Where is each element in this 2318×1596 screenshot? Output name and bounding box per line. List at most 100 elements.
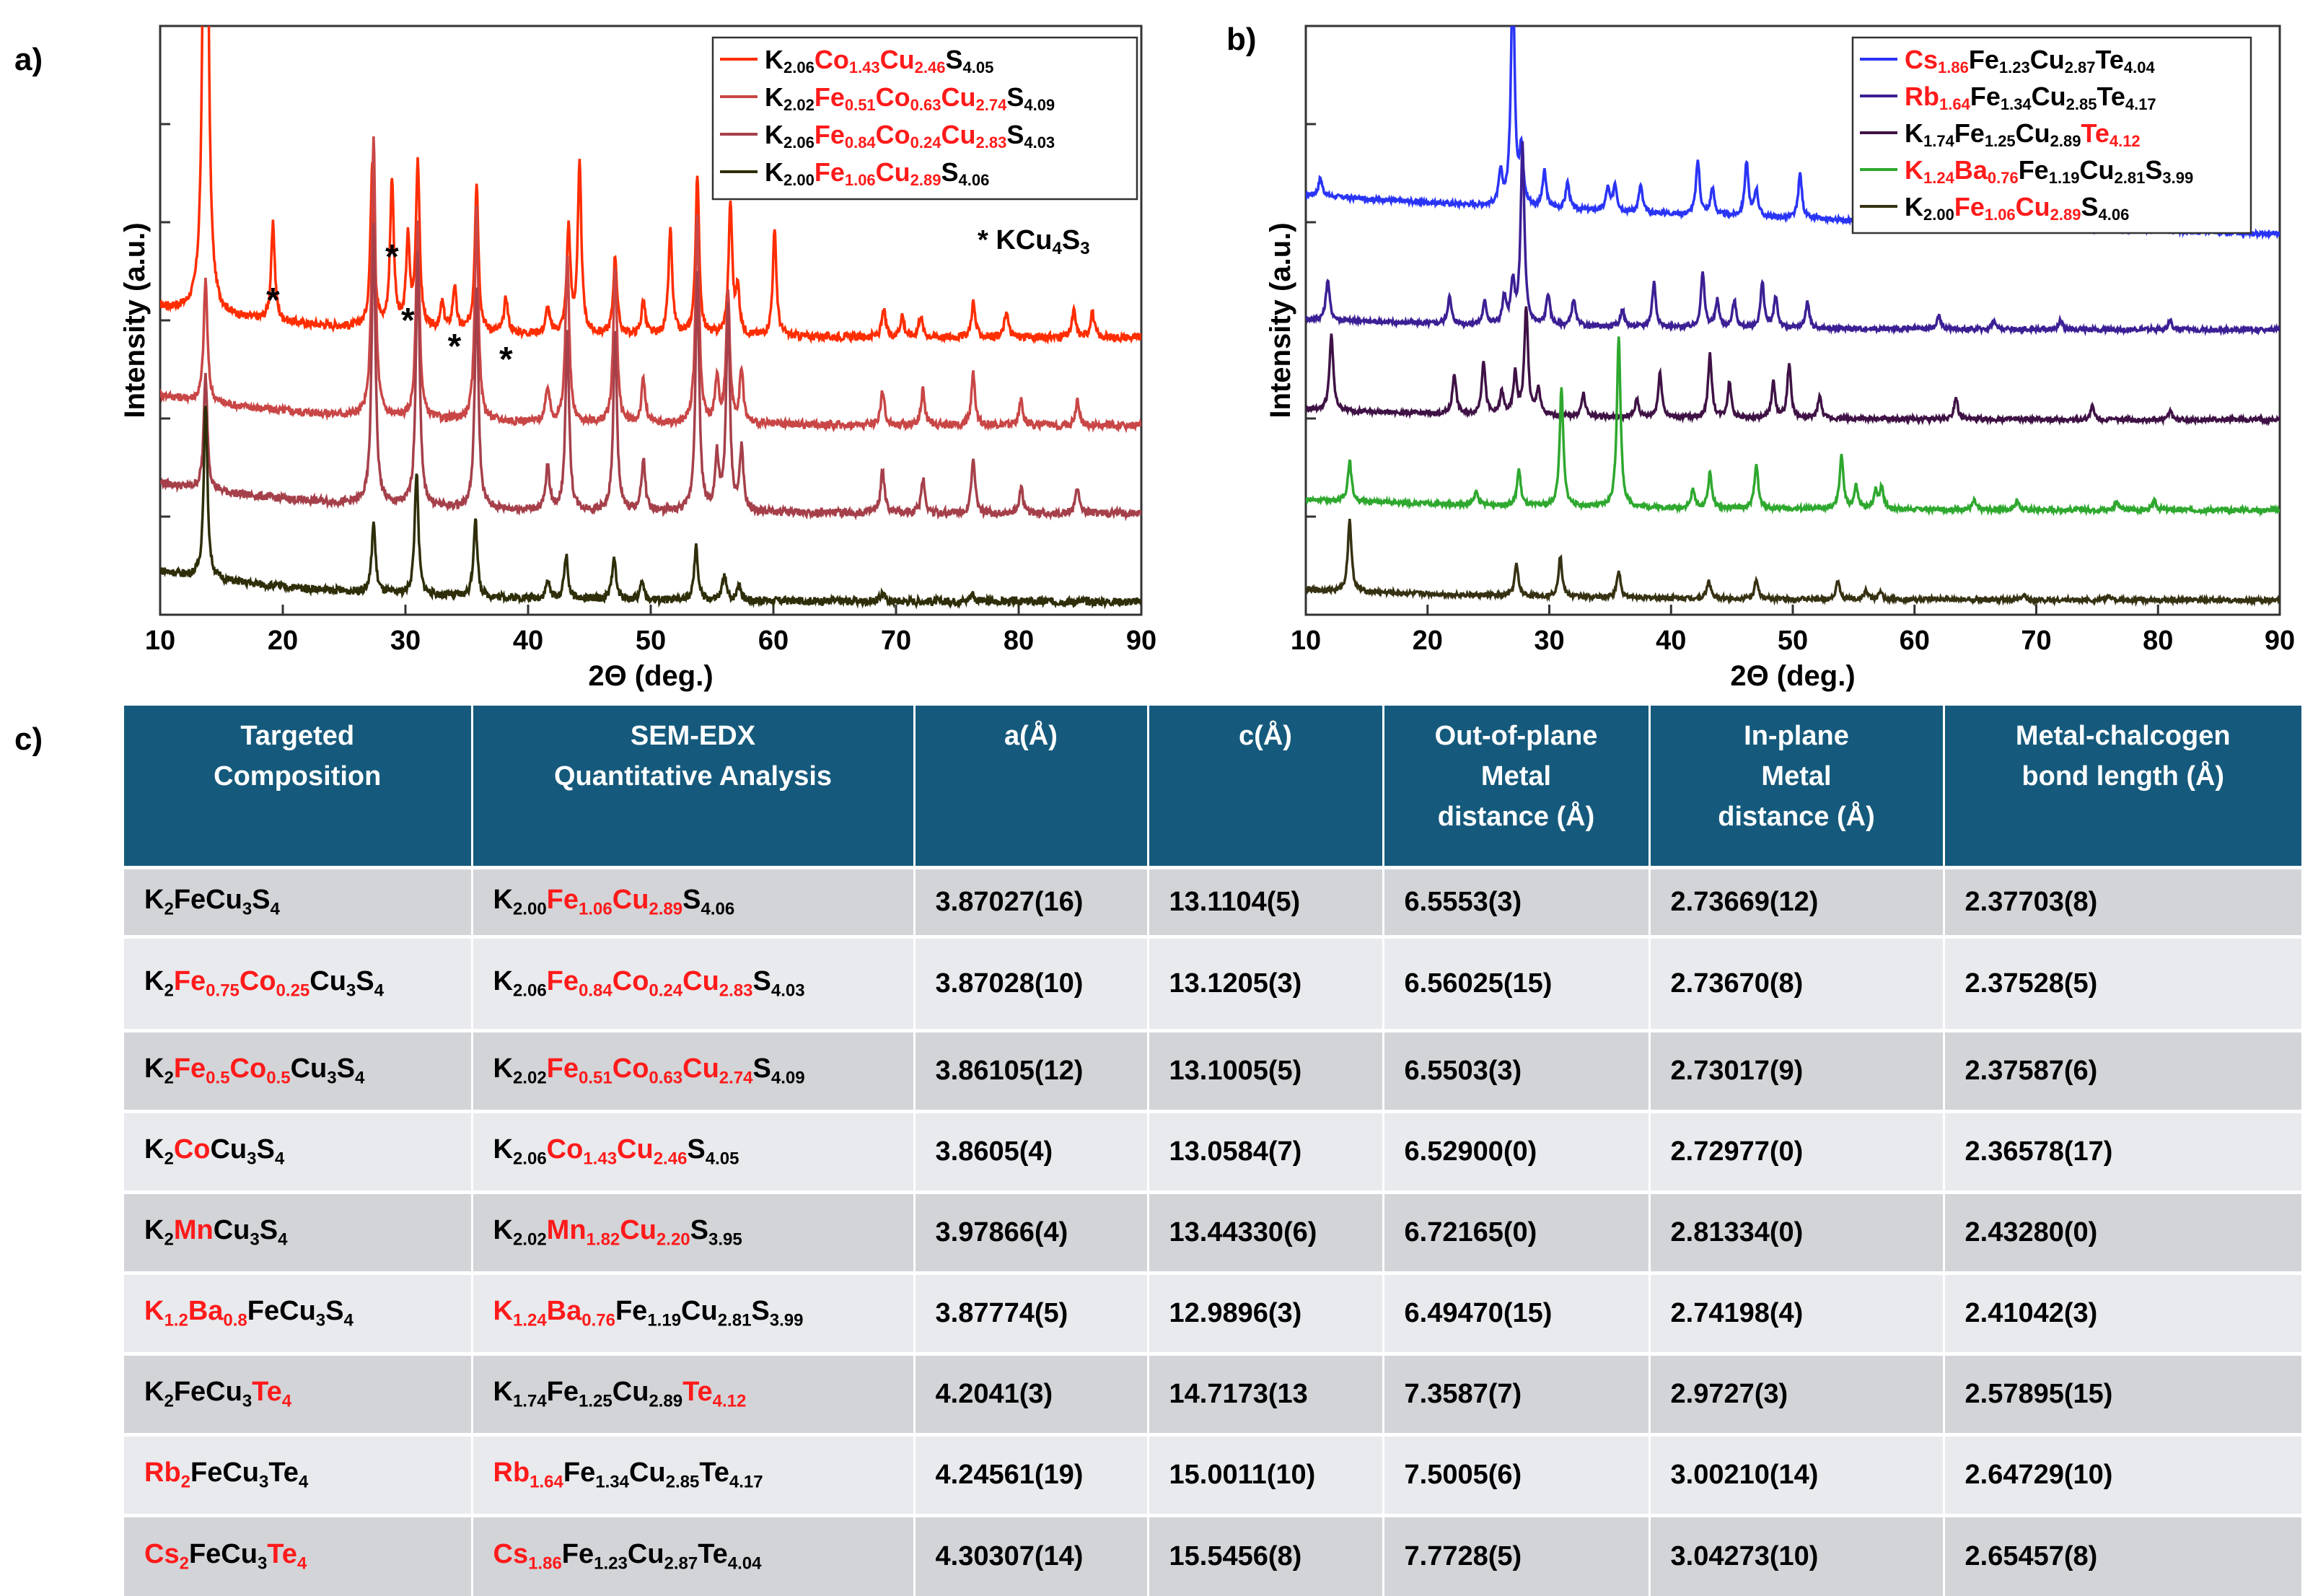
series-line xyxy=(1306,519,2280,608)
panel-label-b: b) xyxy=(1226,22,1257,57)
x-tick-label: 90 xyxy=(1126,626,1156,656)
bond-length-cell: 2.43280(0) xyxy=(1944,1190,2301,1273)
table-header-row: Targeted Composition SEM-EDX Quantitative A… xyxy=(124,706,2301,867)
bond-length-cell: 2.65457(8) xyxy=(1944,1513,2301,1596)
x-tick-label: 20 xyxy=(268,626,298,656)
bond-length-cell: 2.37587(6) xyxy=(1944,1028,2301,1111)
x-tick-label: 70 xyxy=(881,626,911,656)
legend-label: K1.74Fe1.25Cu2.89Te4.12 xyxy=(1905,118,2141,150)
lattice-a-cell: 3.87774(5) xyxy=(914,1271,1149,1354)
table-row: K2FeCu3Te4 K1.74Fe1.25Cu2.89Te4.12 4.2041(… xyxy=(124,1351,2301,1434)
lattice-a-cell: 4.24561(19) xyxy=(914,1432,1149,1515)
table-row: K1.2Ba0.8FeCu3S4 K1.24Ba0.76Fe1.19Cu2.81S… xyxy=(124,1271,2301,1354)
in-plane-distance-cell: 3.04273(10) xyxy=(1649,1513,1945,1596)
edx-composition-cell: K1.24Ba0.76Fe1.19Cu2.81S3.99 xyxy=(472,1271,916,1354)
targeted-composition-cell: K1.2Ba0.8FeCu3S4 xyxy=(124,1271,473,1354)
x-tick-label: 10 xyxy=(145,626,175,656)
lattice-a-cell: 3.8605(4) xyxy=(914,1109,1149,1192)
table-body: K2FeCu3S4 K2.00Fe1.06Cu2.89S4.06 3.87027(1… xyxy=(124,865,2301,1596)
in-plane-distance-cell: 2.81334(0) xyxy=(1649,1190,1945,1273)
x-axis-label: 2Θ (deg.) xyxy=(588,660,713,692)
column-header: Metal-chalcogen bond length (Å) xyxy=(1944,706,2301,867)
targeted-composition-cell: K2Fe0.5Co0.5Cu3S4 xyxy=(124,1028,473,1111)
legend-label: K2.02Fe0.51Co0.63Cu2.74S4.09 xyxy=(765,82,1055,114)
targeted-composition-cell: K2FeCu3Te4 xyxy=(124,1351,473,1434)
out-of-plane-distance-cell: 6.52900(0) xyxy=(1383,1109,1651,1192)
lattice-c-cell: 14.7173(13 xyxy=(1148,1351,1384,1434)
series-line xyxy=(1306,141,2280,337)
x-tick-label: 50 xyxy=(1778,626,1808,656)
table-row: K2Fe0.5Co0.5Cu3S4 K2.02Fe0.51Co0.63Cu2.74… xyxy=(124,1028,2301,1111)
peak-marker: * xyxy=(401,302,415,340)
x-tick-label: 60 xyxy=(758,626,789,656)
peak-marker: * xyxy=(448,328,462,366)
column-header: c(Å) xyxy=(1148,706,1384,867)
table-row: K2MnCu3S4 K2.02Mn1.82Cu2.20S3.95 3.97866(4… xyxy=(124,1190,2301,1273)
x-tick-label: 10 xyxy=(1291,626,1321,656)
series-line xyxy=(160,405,1141,610)
x-tick-label: 40 xyxy=(1656,626,1686,656)
column-header: a(Å) xyxy=(914,706,1149,867)
legend-label: K1.24Ba0.76Fe1.19Cu2.81S3.99 xyxy=(1905,155,2193,187)
table-row: K2Fe0.75Co0.25Cu3S4 K2.06Fe0.84Co0.24Cu2.… xyxy=(124,934,2301,1030)
edx-composition-cell: K2.02Fe0.51Co0.63Cu2.74S4.09 xyxy=(472,1028,916,1111)
targeted-composition-cell: K2CoCu3S4 xyxy=(124,1109,473,1192)
structure-table: Targeted Composition SEM-EDX Quantitative A… xyxy=(124,706,2301,1596)
x-tick-label: 30 xyxy=(390,626,421,656)
lattice-c-cell: 15.5456(8) xyxy=(1148,1513,1384,1596)
panel-label-a: a) xyxy=(14,42,43,77)
column-header: Out-of-plane Metal distance (Å) xyxy=(1383,706,1651,867)
in-plane-distance-cell: 2.72977(0) xyxy=(1649,1109,1945,1192)
in-plane-distance-cell: 2.73670(8) xyxy=(1649,934,1945,1030)
legend-label: K2.06Co1.43Cu2.46S4.05 xyxy=(765,45,993,76)
bond-length-cell: 2.64729(10) xyxy=(1944,1432,2301,1515)
legend-box xyxy=(711,36,1138,201)
x-tick-label: 90 xyxy=(2265,626,2295,656)
targeted-composition-cell: Cs2FeCu3Te4 xyxy=(124,1513,473,1596)
y-axis-label: Intensity (a.u.) xyxy=(119,222,151,418)
panel-label-c: c) xyxy=(14,722,43,757)
out-of-plane-distance-cell: 6.5503(3) xyxy=(1383,1028,1651,1111)
in-plane-distance-cell: 2.9727(3) xyxy=(1649,1351,1945,1434)
bond-length-cell: 2.37703(8) xyxy=(1944,865,2301,937)
out-of-plane-distance-cell: 7.5005(6) xyxy=(1383,1432,1651,1515)
legend-label: Cs1.86Fe1.23Cu2.87Te4.04 xyxy=(1905,45,2155,76)
peak-marker: * xyxy=(266,281,280,320)
bond-length-cell: 2.57895(15) xyxy=(1944,1351,2301,1434)
table-row: Rb2FeCu3Te4 Rb1.64Fe1.34Cu2.85Te4.17 4.245… xyxy=(124,1432,2301,1515)
legend-label: Rb1.64Fe1.34Cu2.85Te4.17 xyxy=(1905,82,2156,113)
x-tick-label: 80 xyxy=(2143,626,2173,656)
column-header: SEM-EDX Quantitative Analysis xyxy=(472,706,916,867)
bond-length-cell: 2.36578(17) xyxy=(1944,1109,2301,1192)
targeted-composition-cell: K2FeCu3S4 xyxy=(124,865,473,937)
targeted-composition-cell: K2MnCu3S4 xyxy=(124,1190,473,1273)
xrd-chart-b: 10 20 30 40 50 60 70 80 90 2Θ (deg.) Intensity (a.… xyxy=(1265,25,2295,692)
peak-marker: * xyxy=(499,341,513,379)
table-row: K2CoCu3S4 K2.06Co1.43Cu2.46S4.05 3.8605(4)… xyxy=(124,1109,2301,1192)
xrd-chart-a: 10 20 30 40 50 60 70 80 90 2Θ (deg.) Intensity (a.… xyxy=(119,25,1156,692)
lattice-c-cell: 15.0011(10) xyxy=(1148,1432,1384,1515)
edx-composition-cell: K2.06Co1.43Cu2.46S4.05 xyxy=(472,1109,916,1192)
x-axis-label: 2Θ (deg.) xyxy=(1730,660,1855,692)
lattice-a-cell: 4.2041(3) xyxy=(914,1351,1149,1434)
lattice-c-cell: 13.1104(5) xyxy=(1148,865,1384,937)
in-plane-distance-cell: 3.00210(14) xyxy=(1649,1432,1945,1515)
bond-length-cell: 2.37528(5) xyxy=(1944,934,2301,1030)
series-line xyxy=(1306,306,2280,426)
out-of-plane-distance-cell: 6.5553(3) xyxy=(1383,865,1651,937)
y-axis-label: Intensity (a.u.) xyxy=(1265,222,1296,418)
in-plane-distance-cell: 2.74198(4) xyxy=(1649,1271,1945,1354)
series-line xyxy=(1306,336,2280,517)
out-of-plane-distance-cell: 6.56025(15) xyxy=(1383,934,1651,1030)
edx-composition-cell: Rb1.64Fe1.34Cu2.85Te4.17 xyxy=(472,1432,916,1515)
peak-marker: * xyxy=(385,238,399,276)
out-of-plane-distance-cell: 7.7728(5) xyxy=(1383,1513,1651,1596)
x-tick-label: 60 xyxy=(1900,626,1930,656)
out-of-plane-distance-cell: 7.3587(7) xyxy=(1383,1351,1651,1434)
x-tick-label: 40 xyxy=(513,626,543,656)
edx-composition-cell: K2.06Fe0.84Co0.24Cu2.83S4.03 xyxy=(472,934,916,1030)
table-row: K2FeCu3S4 K2.00Fe1.06Cu2.89S4.06 3.87027(1… xyxy=(124,865,2301,937)
lattice-a-cell: 3.86105(12) xyxy=(914,1028,1149,1111)
edx-composition-cell: Cs1.86Fe1.23Cu2.87Te4.04 xyxy=(472,1513,916,1596)
targeted-composition-cell: K2Fe0.75Co0.25Cu3S4 xyxy=(124,934,473,1030)
